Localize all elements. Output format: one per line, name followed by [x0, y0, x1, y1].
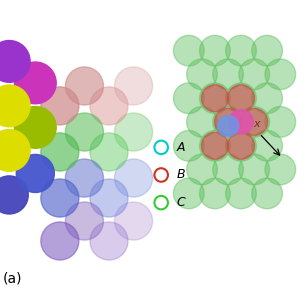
- Circle shape: [213, 154, 243, 185]
- Circle shape: [252, 35, 282, 66]
- Circle shape: [215, 108, 242, 135]
- Circle shape: [0, 176, 28, 214]
- Circle shape: [226, 130, 256, 161]
- Circle shape: [41, 133, 79, 171]
- Circle shape: [239, 107, 270, 137]
- Circle shape: [187, 59, 217, 90]
- Circle shape: [226, 35, 256, 66]
- Circle shape: [115, 202, 153, 240]
- Circle shape: [265, 107, 296, 137]
- Circle shape: [90, 179, 128, 217]
- Circle shape: [90, 222, 128, 260]
- Circle shape: [0, 85, 30, 127]
- Circle shape: [239, 59, 270, 90]
- Circle shape: [201, 132, 228, 159]
- Circle shape: [14, 107, 56, 148]
- Circle shape: [65, 159, 103, 197]
- Circle shape: [173, 83, 204, 114]
- Circle shape: [41, 179, 79, 217]
- Circle shape: [65, 202, 103, 240]
- Circle shape: [16, 154, 54, 192]
- Circle shape: [200, 83, 230, 114]
- Circle shape: [229, 110, 253, 134]
- Circle shape: [227, 85, 255, 112]
- Text: $\mathit{x}$: $\mathit{x}$: [253, 119, 262, 129]
- Circle shape: [90, 87, 128, 125]
- Circle shape: [0, 41, 30, 82]
- Circle shape: [187, 154, 217, 185]
- Circle shape: [226, 178, 256, 209]
- Circle shape: [200, 178, 230, 209]
- Circle shape: [218, 115, 239, 136]
- Circle shape: [0, 130, 30, 171]
- Text: $\mathit{B}$: $\mathit{B}$: [176, 169, 185, 181]
- Circle shape: [265, 154, 296, 185]
- Circle shape: [173, 178, 204, 209]
- Circle shape: [187, 107, 217, 137]
- Circle shape: [241, 108, 268, 135]
- Circle shape: [173, 35, 204, 66]
- Circle shape: [173, 130, 204, 161]
- Circle shape: [200, 130, 230, 161]
- Circle shape: [65, 67, 103, 105]
- Circle shape: [227, 132, 255, 159]
- Circle shape: [200, 35, 230, 66]
- Circle shape: [201, 85, 228, 112]
- Circle shape: [252, 178, 282, 209]
- Circle shape: [265, 59, 296, 90]
- Circle shape: [115, 67, 153, 105]
- Circle shape: [41, 87, 79, 125]
- Circle shape: [115, 113, 153, 151]
- Circle shape: [252, 130, 282, 161]
- Circle shape: [239, 154, 270, 185]
- Circle shape: [14, 62, 56, 104]
- Circle shape: [65, 113, 103, 151]
- Circle shape: [115, 159, 153, 197]
- Circle shape: [213, 59, 243, 90]
- Text: $\mathit{A}$: $\mathit{A}$: [176, 141, 186, 154]
- Circle shape: [252, 83, 282, 114]
- Circle shape: [226, 83, 256, 114]
- Circle shape: [41, 222, 79, 260]
- Circle shape: [213, 107, 243, 137]
- Text: $\mathit{C}$: $\mathit{C}$: [176, 196, 186, 209]
- Circle shape: [90, 133, 128, 171]
- Text: (a): (a): [3, 271, 23, 286]
